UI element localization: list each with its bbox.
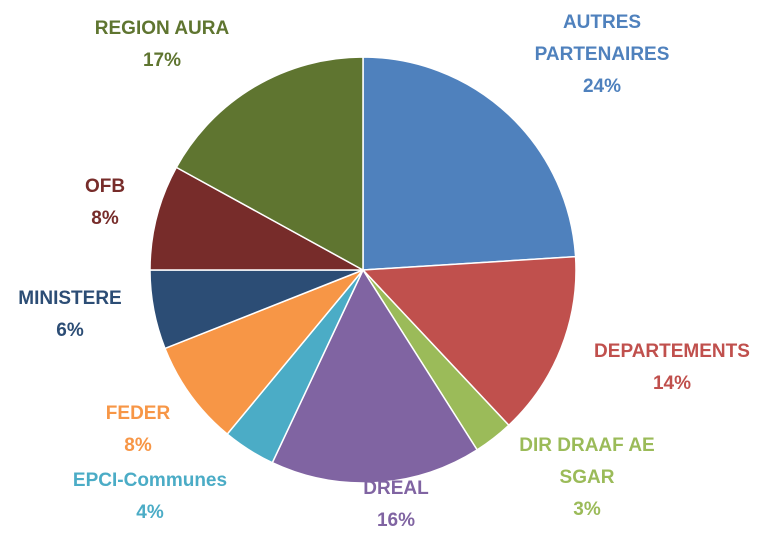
pie-slice [149, 166, 364, 271]
category-label: DIR DRAAF AE SGAR [519, 435, 655, 488]
value-label: 8% [124, 435, 152, 456]
value-label: 6% [56, 320, 84, 341]
value-label: 17% [142, 50, 182, 71]
slice-label: OFB 8% [85, 171, 125, 235]
category-label: REGION AURA [94, 18, 230, 39]
value-label: 8% [91, 208, 119, 229]
slice-label: AUTRES PARTENAIRES 24% [527, 7, 677, 103]
category-label: FEDER [105, 403, 171, 424]
slice-label: DREAL 16% [363, 473, 428, 537]
category-label: DEPARTEMENTS [594, 341, 750, 362]
category-label: OFB [84, 176, 126, 197]
pie-slice [163, 269, 364, 436]
slice-label: MINISTERE 6% [18, 283, 121, 347]
slice-label: DEPARTEMENTS 14% [594, 336, 750, 400]
value-label: 24% [582, 76, 622, 97]
category-label: DREAL [363, 478, 429, 499]
slice-label: EPCI-Communes 4% [73, 465, 227, 529]
value-label: 3% [573, 499, 601, 520]
slice-label: REGION AURA 17% [95, 13, 229, 77]
pie-slice [362, 56, 577, 271]
pie-slice [175, 56, 364, 272]
pie-slice [271, 268, 479, 484]
slice-label: FEDER 8% [106, 398, 170, 462]
value-label: 14% [652, 373, 692, 394]
category-label: EPCI-Communes [72, 470, 228, 491]
pie-slice [361, 255, 577, 427]
value-label: 4% [136, 502, 164, 523]
category-label: AUTRES PARTENAIRES [534, 12, 670, 65]
category-label: MINISTERE [18, 288, 122, 309]
slice-label: DIR DRAAF AE SGAR 3% [507, 430, 667, 526]
value-label: 16% [376, 510, 416, 531]
